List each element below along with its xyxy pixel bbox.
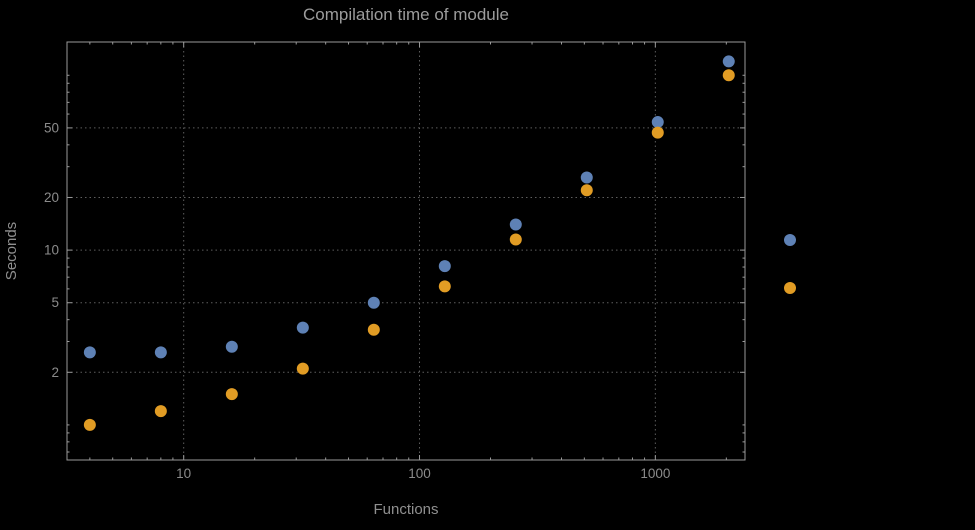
data-point-series-1: [225, 340, 238, 353]
data-point-series-2: [225, 388, 238, 401]
x-tick-label: 100: [408, 466, 431, 481]
plot-frame: [66, 41, 746, 461]
data-point-series-1: [296, 321, 309, 334]
data-point-series-2: [154, 405, 167, 418]
data-point-series-1: [651, 116, 664, 129]
data-point-series-2: [83, 418, 96, 431]
x-axis-label: Functions: [373, 501, 439, 518]
data-point-series-1: [438, 260, 451, 273]
data-point-series-1: [367, 296, 380, 309]
data-point-series-1: [83, 346, 96, 359]
chart-title: Compilation time of module: [303, 5, 509, 24]
data-point-series-2: [367, 323, 380, 336]
y-tick-label: 2: [51, 365, 59, 380]
data-point-series-2: [651, 126, 664, 139]
legend-marker-series-2: [784, 282, 796, 294]
y-tick-label: 5: [51, 295, 59, 310]
data-point-series-2: [438, 280, 451, 293]
data-point-series-1: [509, 218, 522, 231]
data-point-series-1: [154, 346, 167, 359]
y-axis-label: Seconds: [3, 221, 20, 281]
data-point-series-1: [580, 171, 593, 184]
legend-marker-series-1: [784, 234, 796, 246]
data-point-series-2: [296, 362, 309, 375]
x-tick-label: 1000: [640, 466, 670, 481]
x-tick-label: 10: [176, 466, 191, 481]
y-tick-label: 20: [44, 190, 59, 205]
y-tick-label: 10: [44, 243, 59, 258]
y-tick-label: 50: [44, 120, 59, 135]
data-point-series-2: [509, 233, 522, 246]
data-point-series-1: [722, 55, 735, 68]
data-point-series-2: [722, 69, 735, 82]
data-point-series-2: [580, 184, 593, 197]
